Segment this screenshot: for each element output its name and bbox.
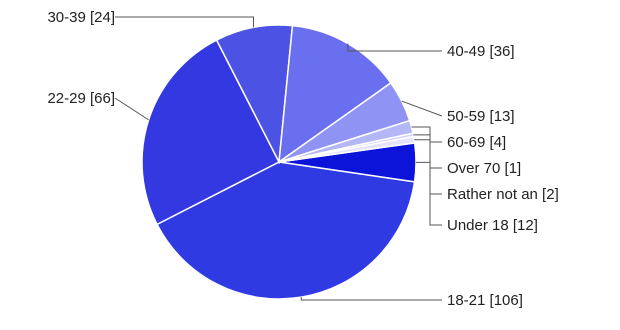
leader-line [300,297,442,301]
slice-label: 40-49 [36] [447,43,515,60]
slice-label: Rather not an [2] [447,186,559,203]
pie-slice-30-39 [215,24,294,165]
slice-label: 22-29 [66] [47,90,115,107]
slice-label: 50-59 [13] [447,108,515,125]
slice-labels: Under 18 [12] 18-21 [106] 22-29 [66] 30-39 … [47,9,558,309]
pie-slices [141,24,417,300]
slice-label: 60-69 [4] [447,134,506,151]
leader-line [401,100,443,117]
leader-lines [114,16,443,301]
slice-label: 30-39 [24] [47,9,115,26]
leader-line [115,16,254,28]
pie-slice-18-21 [156,161,416,300]
pie-slice-22-29 [141,39,281,226]
leader-line [347,43,442,52]
slice-label: 18-21 [106] [447,292,523,309]
slice-label: Under 18 [12] [447,217,538,234]
leader-line [114,97,149,121]
slice-label: Over 70 [1] [447,160,521,177]
leader-line [414,139,442,195]
